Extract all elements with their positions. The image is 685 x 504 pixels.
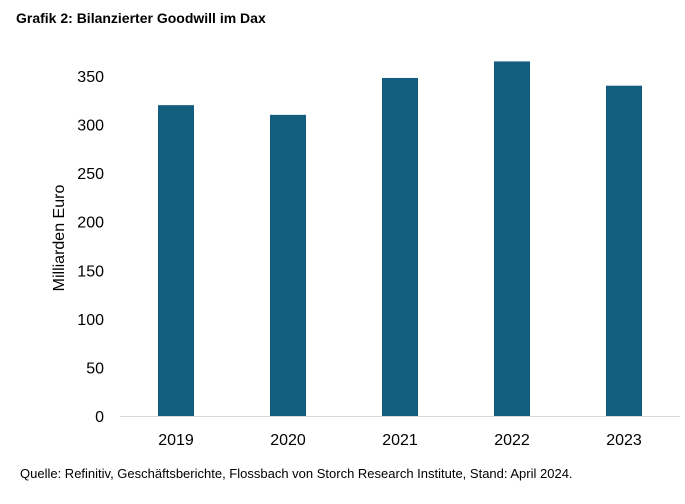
- y-tick-label: 300: [77, 118, 104, 135]
- y-axis-ticks: 0 50 100 150 200 250 300 350: [77, 69, 104, 426]
- y-tick-label: 200: [77, 215, 104, 232]
- chart-title: Grafik 2: Bilanzierter Goodwill im Dax: [16, 10, 266, 26]
- bar-2022: [494, 61, 530, 417]
- y-tick-label: 0: [95, 409, 104, 426]
- source-note: Quelle: Refinitiv, Geschäftsberichte, Fl…: [20, 466, 573, 481]
- x-tick-label: 2022: [494, 432, 530, 449]
- bar-2023: [606, 85, 642, 416]
- bar-2021: [382, 77, 418, 416]
- bar-2019: [158, 105, 194, 417]
- x-tick-label: 2023: [606, 432, 642, 449]
- x-axis-ticks: 2019 2020 2021 2022 2023: [158, 432, 642, 449]
- x-tick-label: 2021: [382, 432, 418, 449]
- x-tick-label: 2020: [270, 432, 306, 449]
- y-tick-label: 250: [77, 166, 104, 183]
- bars: [158, 61, 642, 417]
- y-axis-title: Milliarden Euro: [51, 185, 68, 292]
- x-tick-label: 2019: [158, 432, 194, 449]
- bar-2020: [270, 114, 306, 416]
- y-tick-label: 350: [77, 69, 104, 86]
- y-tick-label: 150: [77, 263, 104, 280]
- y-tick-label: 100: [77, 312, 104, 329]
- y-tick-label: 50: [86, 360, 104, 377]
